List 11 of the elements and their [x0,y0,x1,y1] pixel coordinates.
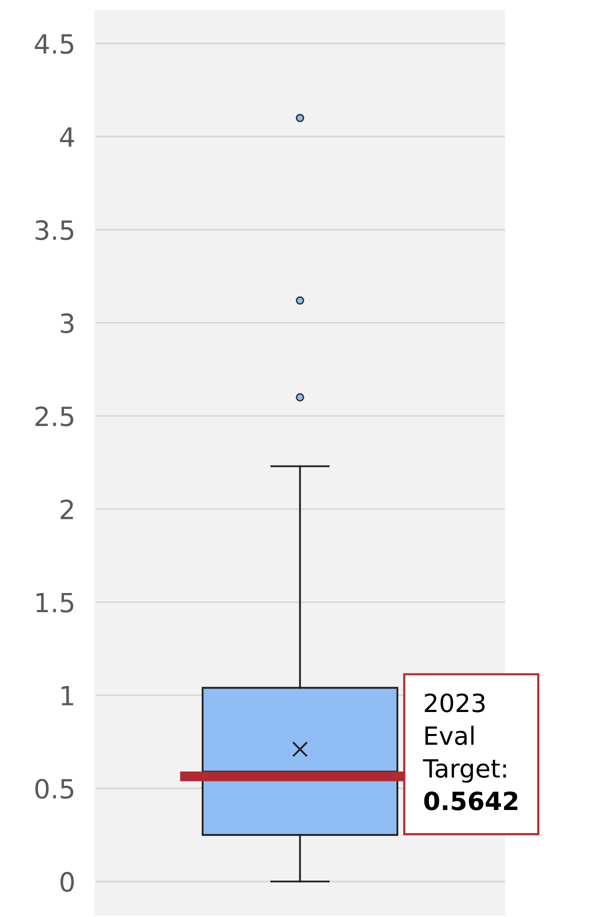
y-tick-label: 4.5 [34,34,74,54]
y-tick-label: 1 [62,686,74,706]
y-tick-label: 0 [60,872,74,892]
y-tick-label: 3.5 [36,220,74,240]
y-tick-label: 0.5 [35,778,74,799]
y-tick-label: 3 [60,313,74,334]
y-tick-label: 1.5 [36,592,74,613]
y-tick-label: 4 [60,127,74,147]
ref-line-label: 2023 Eval Target: 0.5642 [422,693,518,810]
y-tick-label: 2.5 [36,406,74,426]
y-tick-label: 2 [60,499,73,520]
